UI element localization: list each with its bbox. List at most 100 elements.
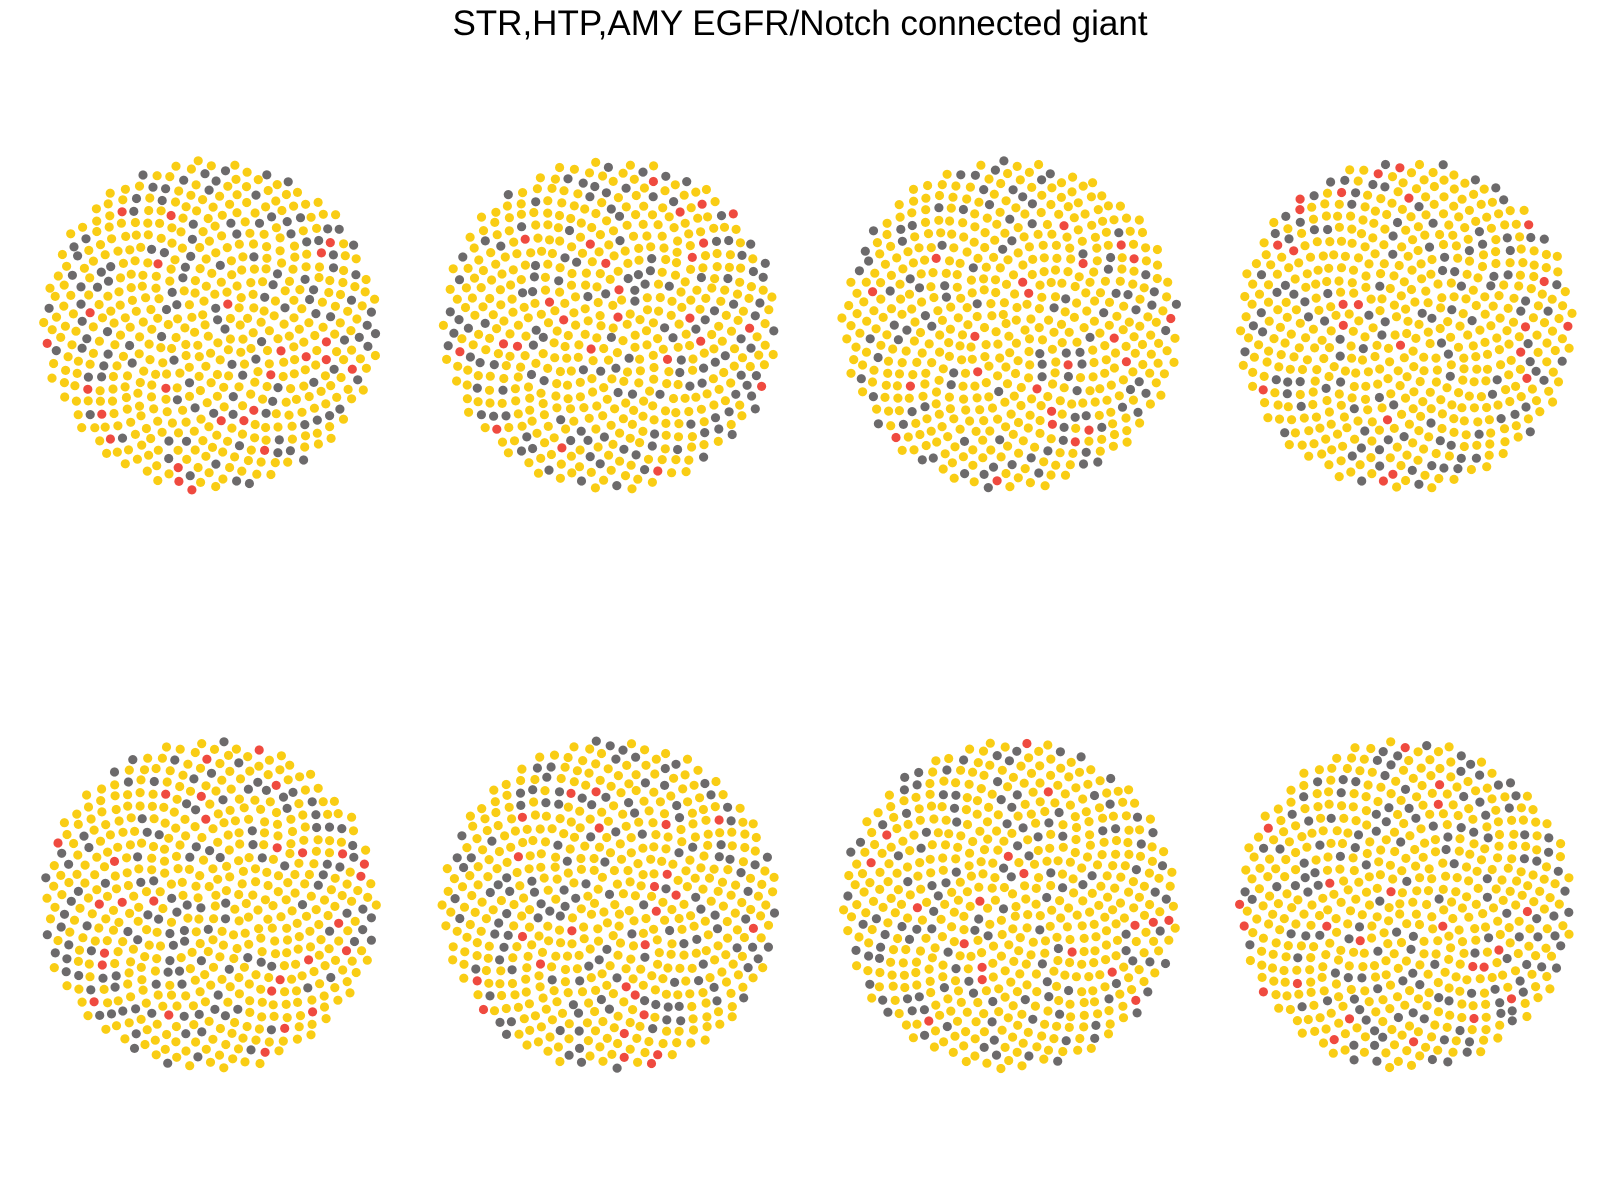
network-node (123, 801, 133, 811)
network-node (743, 963, 753, 973)
network-node (957, 355, 967, 365)
network-node (731, 389, 741, 399)
network-node (699, 440, 709, 450)
network-node (602, 394, 612, 404)
network-node (1408, 897, 1418, 907)
network-node (938, 865, 948, 875)
network-node (519, 302, 529, 312)
network-node (206, 161, 216, 171)
network-node (223, 299, 233, 309)
network-node (901, 1020, 912, 1030)
network-node (1505, 938, 1515, 948)
network-node (1059, 422, 1069, 432)
network-node (675, 367, 685, 378)
network-node (225, 334, 235, 344)
network-node (1099, 308, 1109, 318)
network-node (453, 361, 463, 371)
network-node (1081, 288, 1091, 298)
network-node (82, 790, 92, 800)
network-node (1005, 482, 1015, 492)
network-node (1301, 333, 1311, 343)
network-node (1262, 357, 1272, 367)
network-node (552, 403, 562, 413)
network-node (1414, 159, 1425, 170)
network-node (1382, 209, 1392, 220)
network-node (1273, 400, 1283, 410)
network-node (1013, 841, 1023, 851)
network-node (277, 205, 287, 216)
network-node (737, 951, 748, 962)
network-node (567, 913, 578, 923)
network-node (1258, 933, 1268, 943)
network-node (716, 211, 727, 221)
network-node (1008, 772, 1019, 783)
network-node (1523, 339, 1533, 349)
network-node (876, 942, 886, 952)
network-node (147, 380, 157, 390)
network-node (304, 391, 314, 402)
network-node (163, 967, 173, 977)
network-node (506, 1017, 516, 1027)
network-node (1543, 306, 1553, 316)
network-node (631, 752, 641, 762)
network-node (889, 812, 899, 823)
network-node (1313, 880, 1323, 890)
network-node (221, 898, 231, 908)
network-node (1535, 407, 1545, 417)
network-node (897, 358, 907, 368)
network-node (1037, 335, 1048, 345)
network-node (945, 216, 955, 226)
network-node (993, 414, 1003, 424)
network-node (484, 855, 494, 865)
network-node (1415, 1051, 1425, 1061)
network-node (715, 1019, 725, 1029)
network-node (1024, 242, 1034, 252)
network-node (278, 371, 288, 382)
network-node (492, 424, 502, 434)
network-node (49, 358, 59, 369)
network-node (154, 914, 164, 924)
network-node (271, 223, 281, 233)
network-node (151, 369, 161, 379)
network-node (1376, 782, 1386, 792)
network-node (1539, 375, 1549, 385)
network-node (188, 1001, 198, 1011)
network-node (1053, 955, 1063, 966)
network-node (1426, 418, 1436, 428)
network-node (865, 979, 875, 989)
network-node (1037, 292, 1047, 302)
network-node (1513, 948, 1523, 959)
network-node (970, 331, 980, 341)
network-node (651, 999, 661, 1010)
network-node (1447, 897, 1457, 907)
network-node (552, 379, 562, 389)
network-node (719, 222, 730, 232)
network-node (998, 244, 1008, 254)
network-node (592, 333, 602, 343)
network-node (975, 826, 985, 836)
network-node (900, 772, 910, 783)
network-node (1103, 264, 1113, 274)
network-node (1420, 230, 1430, 240)
network-node (622, 367, 633, 377)
network-node (769, 872, 779, 883)
network-node (1119, 301, 1129, 311)
network-node (1035, 761, 1045, 771)
network-node (1129, 332, 1139, 342)
network-node (147, 801, 157, 812)
network-node (989, 1035, 999, 1045)
network-node (174, 186, 184, 196)
network-node (1469, 1013, 1479, 1024)
network-node (577, 248, 588, 258)
network-node (1503, 982, 1513, 992)
network-node (158, 903, 168, 914)
network-node (1084, 972, 1094, 982)
network-node (909, 445, 919, 455)
network-node (257, 947, 267, 957)
network-node (121, 231, 131, 241)
network-node (586, 832, 596, 842)
network-node (676, 355, 686, 365)
network-node (748, 254, 758, 264)
network-node (1077, 359, 1087, 369)
network-node (949, 937, 959, 947)
